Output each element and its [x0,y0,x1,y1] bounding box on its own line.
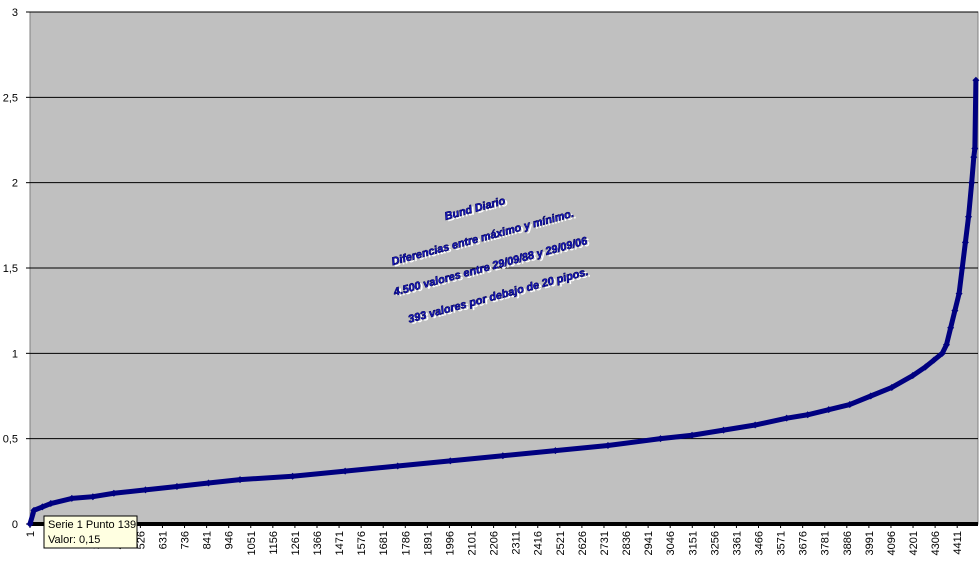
x-tick-label: 1891 [422,531,434,555]
data-marker [846,401,854,409]
x-tick-label: 2836 [621,531,633,555]
x-tick-label: 1156 [268,531,280,555]
data-marker [141,486,149,494]
data-marker [867,392,875,400]
data-marker [804,411,812,419]
data-marker [26,520,34,528]
data-marker [968,179,976,187]
x-tick-label: 3571 [776,531,788,555]
x-tick-label: 946 [224,531,236,549]
data-marker [958,264,966,272]
data-marker [68,494,76,502]
data-marker [394,462,402,470]
data-marker [888,383,896,391]
y-tick-label: 2 [12,178,18,190]
x-tick-label: 1471 [334,531,346,555]
x-tick-label: 526 [135,531,147,549]
data-marker [971,145,979,153]
x-tick-label: 2101 [467,531,479,555]
data-marker [970,153,978,161]
x-tick-label: 2416 [533,531,545,555]
x-tick-label: 3046 [665,531,677,555]
x-tick-label: 4201 [908,531,920,555]
x-tick-label: 3151 [687,531,699,555]
x-tick-label: 2521 [555,531,567,555]
data-marker [551,447,559,455]
data-marker [657,435,665,443]
x-tick-label: 1051 [246,531,258,555]
data-marker [446,457,454,465]
x-tick-label: 1576 [356,531,368,555]
data-marker [38,503,46,511]
x-tick-label: 3676 [798,531,810,555]
y-tick-label: 1 [12,348,18,360]
data-marker [751,421,759,429]
data-marker [604,441,612,449]
x-tick-label: 3781 [820,531,832,555]
data-marker [942,341,950,349]
data-marker [204,479,212,487]
data-marker [955,290,963,298]
data-marker [921,363,929,371]
x-tick-label: 1366 [312,531,324,555]
x-tick-label: 3361 [731,531,743,555]
data-marker [825,406,833,414]
data-marker [965,213,973,221]
x-tick-label: 4411 [952,531,964,555]
data-marker [110,489,118,497]
y-tick-label: 3 [12,7,18,19]
x-tick-label: 4306 [930,531,942,555]
y-tick-label: 1,5 [3,263,18,275]
x-tick-label: 3466 [754,531,766,555]
tooltip-title: Serie 1 Punto 139 [48,519,136,531]
tooltip-box [43,515,138,549]
x-tick-label: 1261 [290,531,302,555]
data-marker [961,238,969,246]
y-tick-label: 0,5 [3,434,18,446]
data-marker [930,356,938,364]
data-marker [947,324,955,332]
x-tick-label: 3256 [709,531,721,555]
x-tick-label: 736 [180,531,192,549]
x-tick-label: 631 [157,531,169,549]
data-marker [951,307,959,315]
x-tick-label: 2206 [489,531,501,555]
data-marker [938,349,946,357]
x-tick-label: 3886 [842,531,854,555]
x-tick-label: 1996 [444,531,456,555]
data-marker [783,414,791,422]
data-marker [499,452,507,460]
data-marker [173,482,181,490]
x-tick-label: 841 [202,531,214,549]
x-tick-label: 1 [25,531,37,537]
x-tick-label: 2941 [643,531,655,555]
y-tick-label: 2,5 [3,92,18,104]
data-marker [236,476,244,484]
x-tick-label: 3991 [864,531,876,555]
x-tick-label: 1681 [378,531,390,555]
data-marker [89,493,97,501]
data-marker [47,500,55,508]
data-marker [972,76,980,84]
tooltip-value: Valor: 0,15 [48,534,100,546]
x-tick-label: 2626 [577,531,589,555]
x-tick-label: 4096 [886,531,898,555]
data-marker [30,506,38,514]
x-tick-label: 2731 [599,531,611,555]
x-tick-label: 2311 [511,531,523,555]
data-marker [720,426,728,434]
data-marker [289,472,297,480]
data-marker [688,431,696,439]
y-tick-label: 0 [12,519,18,531]
x-tick-label: 1786 [400,531,412,555]
data-marker [341,467,349,475]
data-marker [909,372,917,380]
